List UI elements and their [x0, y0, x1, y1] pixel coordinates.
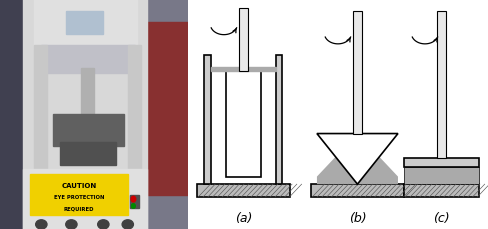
Polygon shape — [317, 134, 398, 184]
Text: (b): (b) — [348, 211, 366, 224]
Bar — [60, 142, 117, 165]
Bar — [81, 69, 94, 119]
Text: EYE PROTECTION: EYE PROTECTION — [54, 194, 104, 199]
Bar — [311, 184, 404, 197]
Bar — [353, 11, 362, 134]
Bar — [211, 68, 276, 72]
Bar — [130, 195, 139, 208]
Bar — [226, 72, 261, 177]
Ellipse shape — [122, 220, 133, 229]
Ellipse shape — [66, 220, 77, 229]
Bar — [22, 0, 146, 229]
Polygon shape — [317, 134, 398, 184]
Bar — [404, 184, 479, 197]
Bar — [404, 167, 479, 184]
Bar — [0, 0, 22, 229]
Bar — [239, 9, 248, 72]
Bar — [276, 56, 283, 184]
Bar — [41, 46, 135, 73]
Ellipse shape — [131, 204, 135, 208]
Bar — [53, 114, 124, 147]
Bar — [197, 184, 290, 197]
Bar — [66, 11, 103, 34]
Bar — [404, 158, 479, 167]
Bar — [128, 46, 141, 172]
Text: REQUIRED: REQUIRED — [63, 206, 94, 211]
Ellipse shape — [98, 220, 109, 229]
Text: (c): (c) — [433, 211, 450, 224]
Bar — [204, 56, 211, 184]
Bar — [34, 46, 47, 172]
Bar — [22, 169, 146, 229]
Bar — [146, 23, 188, 195]
Text: CAUTION: CAUTION — [61, 183, 97, 188]
Bar — [34, 0, 137, 50]
Ellipse shape — [131, 196, 136, 202]
Bar — [30, 174, 128, 215]
Bar — [437, 11, 447, 158]
Ellipse shape — [36, 220, 47, 229]
Text: (a): (a) — [235, 211, 252, 224]
